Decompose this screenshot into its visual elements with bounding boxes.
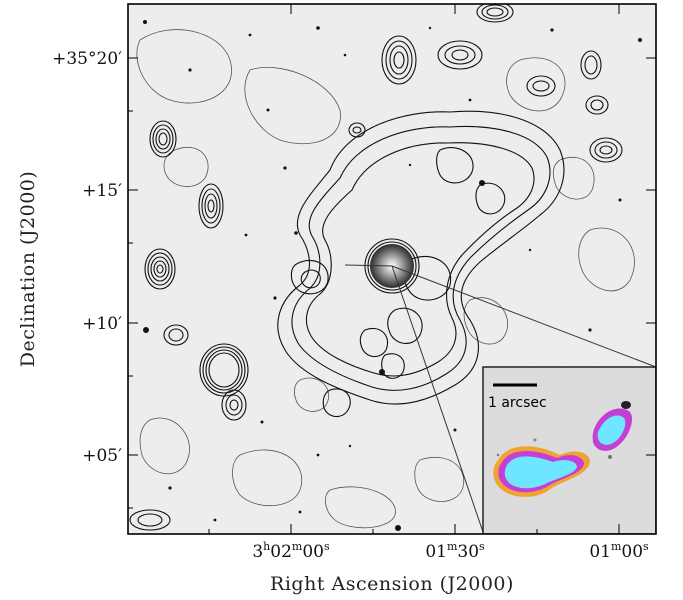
radio-lobe-contours bbox=[277, 110, 565, 418]
source-southwest-2 bbox=[221, 389, 247, 421]
thin-contours bbox=[136, 29, 635, 529]
source-east-2 bbox=[585, 95, 609, 115]
inset-scale-label: 1 arcsec bbox=[488, 395, 547, 411]
source-north-2 bbox=[437, 40, 483, 70]
plot-frame bbox=[127, 3, 657, 535]
source-west-4 bbox=[163, 324, 189, 346]
x-axis-title: Right Ascension (J2000) bbox=[270, 573, 514, 595]
source-northeast bbox=[580, 50, 602, 80]
x-tick-labels: 3h02m00s 01m30s 01m00s bbox=[252, 540, 649, 562]
source-north-1 bbox=[381, 35, 417, 85]
zoom-connector-lines bbox=[344, 264, 656, 533]
y-tick-label: +05′ bbox=[82, 446, 122, 466]
inset-panel: 1 arcsec bbox=[482, 366, 656, 534]
inset-radio-jet-image bbox=[493, 401, 633, 497]
y-tick-label: +35°20′ bbox=[52, 49, 122, 69]
source-north-top bbox=[476, 4, 514, 23]
source-west-1 bbox=[149, 120, 177, 158]
y-tick-label: +10′ bbox=[82, 314, 122, 334]
source-east-3 bbox=[589, 137, 623, 163]
y-axis-title: Declination (J2000) bbox=[17, 171, 39, 368]
y-tick-label: +15′ bbox=[82, 181, 122, 201]
inset-scale-bar: 1 arcsec bbox=[488, 383, 547, 411]
source-west-3 bbox=[144, 248, 176, 290]
source-southwest-bright bbox=[199, 343, 249, 397]
source-east-1 bbox=[526, 75, 556, 97]
plot-area: 1 arcsec bbox=[128, 4, 656, 534]
field-stars bbox=[143, 20, 642, 531]
source-west-2 bbox=[198, 183, 224, 229]
x-tick-label-ra-2: 01m30s bbox=[425, 540, 485, 562]
x-tick-label-ra-1: 3h02m00s bbox=[252, 540, 330, 562]
x-tick-label-ra-3: 01m00s bbox=[589, 540, 649, 562]
compact-sources bbox=[129, 4, 623, 531]
source-mid-small bbox=[348, 122, 366, 138]
axis-ticks bbox=[128, 4, 656, 534]
y-tick-labels: +35°20′ +15′ +10′ +05′ bbox=[52, 49, 122, 466]
source-southwest-corner bbox=[129, 509, 171, 531]
